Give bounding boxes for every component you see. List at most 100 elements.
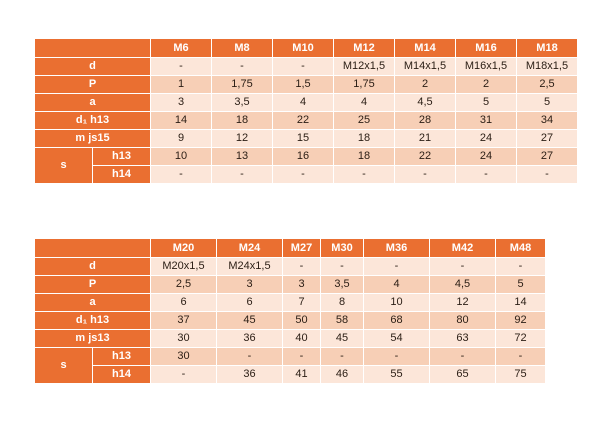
table-cell: 72 <box>495 329 546 348</box>
table-cell: 1,5 <box>272 75 334 94</box>
table-cell: 3,5 <box>320 275 364 294</box>
table-row-m: m js15 9 12 15 18 21 24 27 <box>34 129 578 148</box>
table-cell: 4,5 <box>429 275 496 294</box>
table-cell: - <box>211 165 273 184</box>
table-cell: - <box>216 347 283 366</box>
table-cell: 13 <box>211 147 273 166</box>
table-cell: 2,5 <box>150 275 217 294</box>
column-header: M16 <box>455 38 517 58</box>
table-cell: 30 <box>150 347 217 366</box>
table-cell: 37 <box>150 311 217 330</box>
table-cell: 16 <box>272 147 334 166</box>
table-cell: - <box>272 57 334 76</box>
table-row-s-h13: s h13 30 - - - - - - <box>34 347 546 384</box>
table-cell: - <box>333 165 395 184</box>
row-label: a <box>34 293 151 312</box>
row-label: P <box>34 75 151 94</box>
table-row-d1: d₁ h13 37 45 50 58 68 80 92 <box>34 311 546 330</box>
table-cell: - <box>320 257 364 276</box>
table-cell: - <box>150 365 217 384</box>
table-cell: - <box>211 57 273 76</box>
table-cell: 18 <box>333 147 395 166</box>
row-label: m js15 <box>34 129 151 148</box>
table-cell: 75 <box>495 365 546 384</box>
table-cell: 36 <box>216 365 283 384</box>
table-cell: 12 <box>211 129 273 148</box>
table-cell: - <box>282 347 321 366</box>
nut-dimensions-table-m20-m48: M20 M24 M27 M30 M36 M42 M48 d M20x1,5 M2… <box>34 238 546 384</box>
row-label: h13 <box>92 347 151 366</box>
table-cell: 3 <box>216 275 283 294</box>
table-cell: M12x1,5 <box>333 57 395 76</box>
row-group-label-s: s <box>34 347 93 384</box>
row-label: d <box>34 57 151 76</box>
table-cell: 30 <box>150 329 217 348</box>
table-cell: M16x1,5 <box>455 57 517 76</box>
table-cell: M24x1,5 <box>216 257 283 276</box>
table-row-p: P 2,5 3 3 3,5 4 4,5 5 <box>34 275 546 294</box>
table-row-p: P 1 1,75 1,5 1,75 2 2 2,5 <box>34 75 578 94</box>
row-label: d₁ h13 <box>34 311 151 330</box>
table-row-s-h13: s h13 10 13 16 18 22 24 27 <box>34 147 578 184</box>
table-cell: 21 <box>394 129 456 148</box>
table-cell: - <box>495 257 546 276</box>
column-header: M18 <box>516 38 578 58</box>
table-cell: - <box>394 165 456 184</box>
table-cell: - <box>320 347 364 366</box>
table-row-a: a 3 3,5 4 4 4,5 5 5 <box>34 93 578 112</box>
table-cell: 24 <box>455 147 517 166</box>
table-cell: 4 <box>363 275 430 294</box>
table-cell: 22 <box>272 111 334 130</box>
table-cell: 22 <box>394 147 456 166</box>
table-cell: - <box>272 165 334 184</box>
table-cell: 55 <box>363 365 430 384</box>
table-cell: 24 <box>455 129 517 148</box>
column-header: M14 <box>394 38 456 58</box>
table-cell: 5 <box>455 93 517 112</box>
table-row-a: a 6 6 7 8 10 12 14 <box>34 293 546 312</box>
table-cell: 7 <box>282 293 321 312</box>
column-header: M42 <box>429 238 496 258</box>
column-header: M36 <box>363 238 430 258</box>
table-row-s-h14: h14 - - - - - - - <box>35 165 578 184</box>
table-cell: 41 <box>282 365 321 384</box>
table-header-row: M20 M24 M27 M30 M36 M42 M48 <box>34 238 546 258</box>
table-row-s-h14: h14 - 36 41 46 55 65 75 <box>35 365 546 384</box>
table-cell: 4 <box>272 93 334 112</box>
table-cell: 28 <box>394 111 456 130</box>
table-cell: 4 <box>333 93 395 112</box>
table-cell: 1,75 <box>211 75 273 94</box>
row-label: h13 <box>92 147 151 166</box>
table-cell: 31 <box>455 111 517 130</box>
table-cell: 3 <box>150 93 212 112</box>
table-cell: 36 <box>216 329 283 348</box>
column-header: M48 <box>495 238 546 258</box>
header-corner-cell <box>34 238 151 258</box>
table-row-d: d - - - M12x1,5 M14x1,5 M16x1,5 M18x1,5 <box>34 57 578 76</box>
table-cell: 18 <box>211 111 273 130</box>
column-header: M8 <box>211 38 273 58</box>
table-cell: 54 <box>363 329 430 348</box>
row-label: h14 <box>92 165 151 184</box>
table-cell: - <box>516 165 578 184</box>
row-label: d <box>34 257 151 276</box>
table-cell: 92 <box>495 311 546 330</box>
row-label: a <box>34 93 151 112</box>
table-cell: 14 <box>495 293 546 312</box>
table-cell: 40 <box>282 329 321 348</box>
table-cell: 14 <box>150 111 212 130</box>
table-cell: 4,5 <box>394 93 456 112</box>
table-cell: - <box>150 165 212 184</box>
table-row-d: d M20x1,5 M24x1,5 - - - - - <box>34 257 546 276</box>
table-cell: 12 <box>429 293 496 312</box>
table-cell: 45 <box>320 329 364 348</box>
table-cell: M18x1,5 <box>516 57 578 76</box>
table-cell: 2 <box>455 75 517 94</box>
table-cell: 3 <box>282 275 321 294</box>
table-header-row: M6 M8 M10 M12 M14 M16 M18 <box>34 38 578 58</box>
table-cell: 1,75 <box>333 75 395 94</box>
table-cell: 63 <box>429 329 496 348</box>
table-cell: 50 <box>282 311 321 330</box>
table-cell: 6 <box>150 293 217 312</box>
row-label: h14 <box>92 365 151 384</box>
